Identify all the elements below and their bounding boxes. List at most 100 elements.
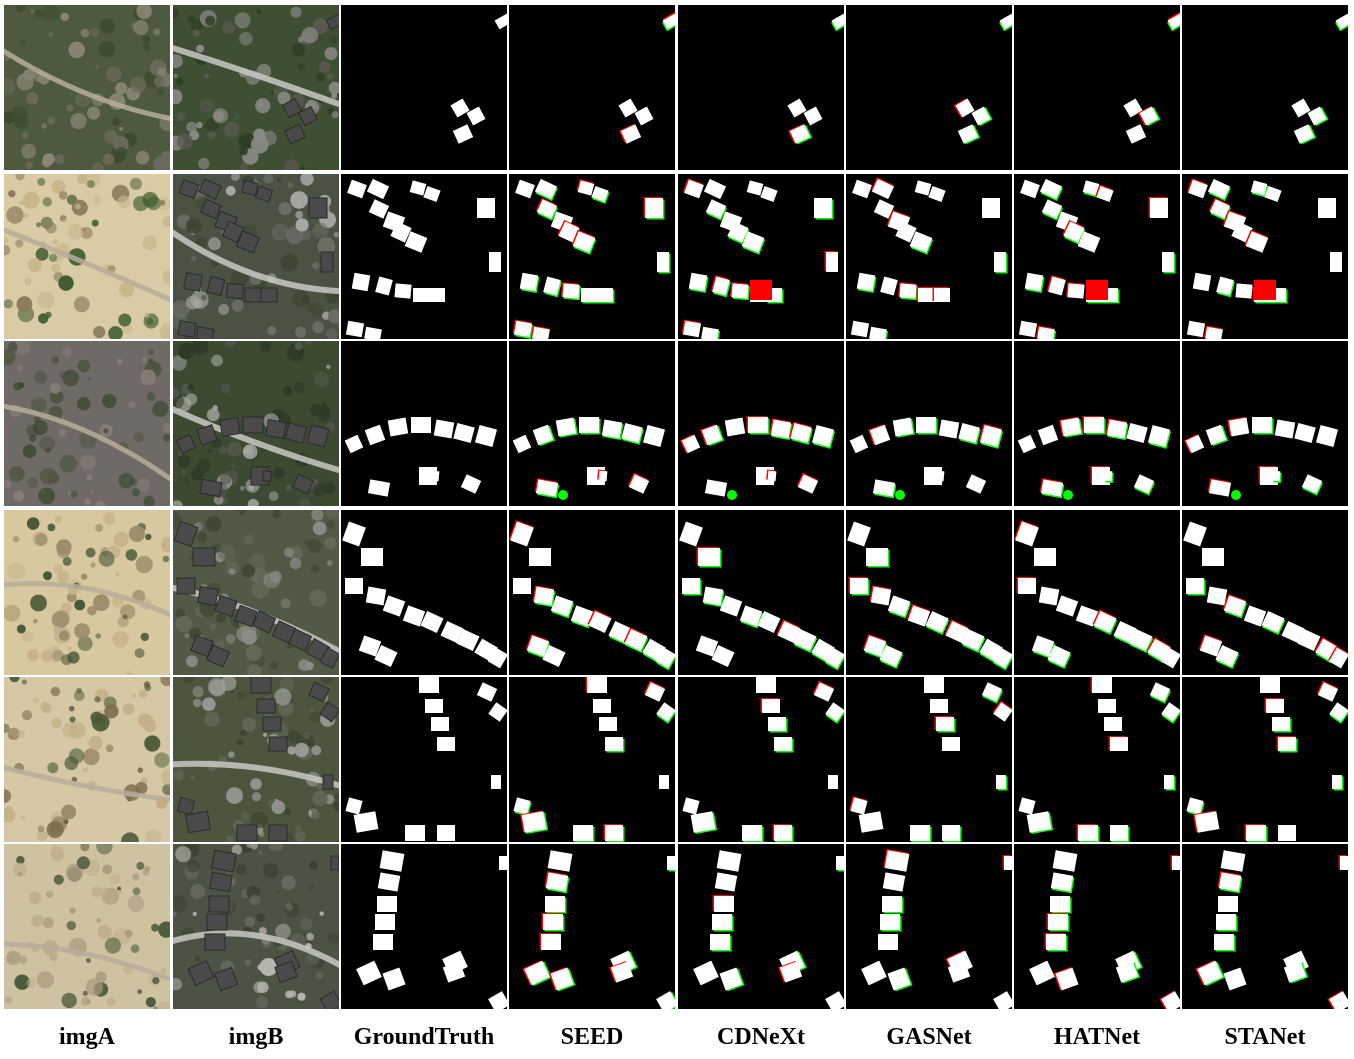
- building-region: [994, 252, 1006, 272]
- photo-texture: [26, 977, 37, 988]
- building-region: [1317, 682, 1339, 702]
- photo-texture: [62, 556, 72, 566]
- photo-texture: [58, 428, 67, 437]
- building-region: [757, 610, 781, 634]
- photo-texture: [176, 112, 186, 122]
- photo-texture: [157, 89, 165, 96]
- building-region: [1332, 775, 1342, 789]
- building-region: [375, 276, 393, 296]
- photo-texture: [181, 469, 186, 475]
- building-region: [789, 124, 811, 144]
- tile-gt-row-2: [341, 174, 507, 339]
- tile-imgB-row-3: [173, 341, 339, 506]
- photo-texture: [81, 573, 88, 580]
- building-region: [382, 595, 406, 617]
- building-region: [491, 775, 501, 789]
- house-roof: [308, 681, 330, 703]
- building-region: [534, 178, 558, 200]
- photo-texture: [300, 174, 314, 186]
- building-region: [562, 283, 580, 299]
- road: [4, 227, 170, 303]
- building-region: [1278, 737, 1296, 751]
- photo-texture: [192, 685, 204, 698]
- photo-texture: [31, 914, 44, 927]
- building-region: [899, 283, 917, 299]
- photo-texture: [26, 517, 40, 530]
- building-region: [1018, 320, 1038, 338]
- house-roof: [197, 585, 219, 607]
- photo-texture: [45, 890, 54, 898]
- building-region: [1218, 872, 1242, 892]
- building-region: [377, 896, 397, 912]
- building-region: [1123, 98, 1143, 118]
- building-region: [1250, 180, 1268, 196]
- house-roof: [306, 424, 330, 448]
- photo-texture: [173, 500, 183, 506]
- photo-texture: [301, 295, 310, 304]
- house-roof: [221, 220, 245, 244]
- building-region: [850, 320, 870, 338]
- building-region: [599, 717, 617, 731]
- photo-texture: [292, 382, 305, 394]
- building-region: [1018, 797, 1036, 815]
- photo-texture: [117, 195, 131, 209]
- column-label-imgB: imgB: [228, 1024, 284, 1050]
- photo-texture: [4, 805, 14, 815]
- photo-texture: [58, 190, 68, 200]
- photo-texture: [95, 500, 106, 506]
- building-region: [374, 644, 398, 668]
- building-region: [1188, 179, 1208, 199]
- photo-texture: [297, 63, 306, 71]
- photo-texture: [198, 157, 210, 170]
- building-region: [1113, 620, 1137, 644]
- building-region: [1110, 825, 1128, 841]
- building-region: [379, 850, 405, 872]
- tile-hatnet-row-4: [1014, 510, 1180, 675]
- building-region: [587, 677, 607, 693]
- building-region: [1038, 586, 1060, 606]
- building-region: [695, 635, 719, 657]
- house-roof: [199, 478, 223, 498]
- building-region: [790, 422, 812, 444]
- building-region: [1060, 417, 1082, 437]
- photo-texture: [118, 472, 134, 489]
- building-region: [545, 896, 565, 912]
- building-region: [928, 185, 946, 203]
- building-region: [1167, 12, 1180, 30]
- building-region: [488, 702, 507, 722]
- building-region: [550, 595, 574, 617]
- building-region: [667, 856, 675, 870]
- photo-texture: [37, 825, 45, 833]
- building-region: [437, 825, 455, 841]
- building-region: [1096, 185, 1114, 203]
- building-region: [476, 682, 498, 702]
- building-region: [682, 578, 700, 594]
- tile-gt-row-4: [341, 510, 507, 675]
- photo-texture: [268, 491, 279, 501]
- photo-texture: [4, 77, 16, 95]
- photo-texture: [205, 516, 222, 532]
- house-roof: [225, 282, 245, 300]
- house-roof: [190, 634, 214, 658]
- house-roof: [176, 577, 196, 595]
- building-region: [570, 605, 594, 627]
- photo-texture: [45, 222, 57, 234]
- photo-texture: [199, 99, 214, 114]
- house-roof: [319, 701, 339, 723]
- photo-texture: [122, 703, 135, 715]
- photo-texture: [47, 762, 59, 774]
- photo-texture: [67, 223, 84, 240]
- building-region: [513, 578, 531, 594]
- photo-texture: [326, 328, 338, 339]
- photo-texture: [173, 54, 183, 68]
- photo-texture: [25, 161, 33, 170]
- photo-texture: [284, 902, 300, 918]
- building-region: [803, 106, 823, 126]
- house-roof: [308, 197, 328, 219]
- photo-texture: [74, 599, 86, 611]
- building-region: [1041, 199, 1063, 219]
- photo-texture: [287, 181, 294, 188]
- photo-texture: [312, 521, 327, 536]
- building-region: [1209, 199, 1231, 219]
- building-region: [887, 595, 911, 617]
